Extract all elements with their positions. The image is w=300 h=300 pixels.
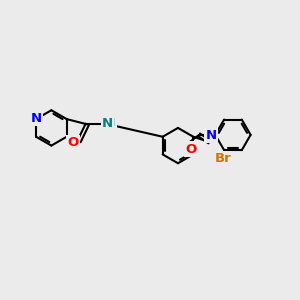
Text: N: N: [206, 129, 217, 142]
Text: N: N: [102, 117, 113, 130]
Text: O: O: [68, 136, 79, 149]
Text: H: H: [106, 118, 116, 128]
Text: O: O: [185, 142, 196, 155]
Text: Br: Br: [214, 152, 231, 165]
Text: N: N: [31, 112, 42, 125]
